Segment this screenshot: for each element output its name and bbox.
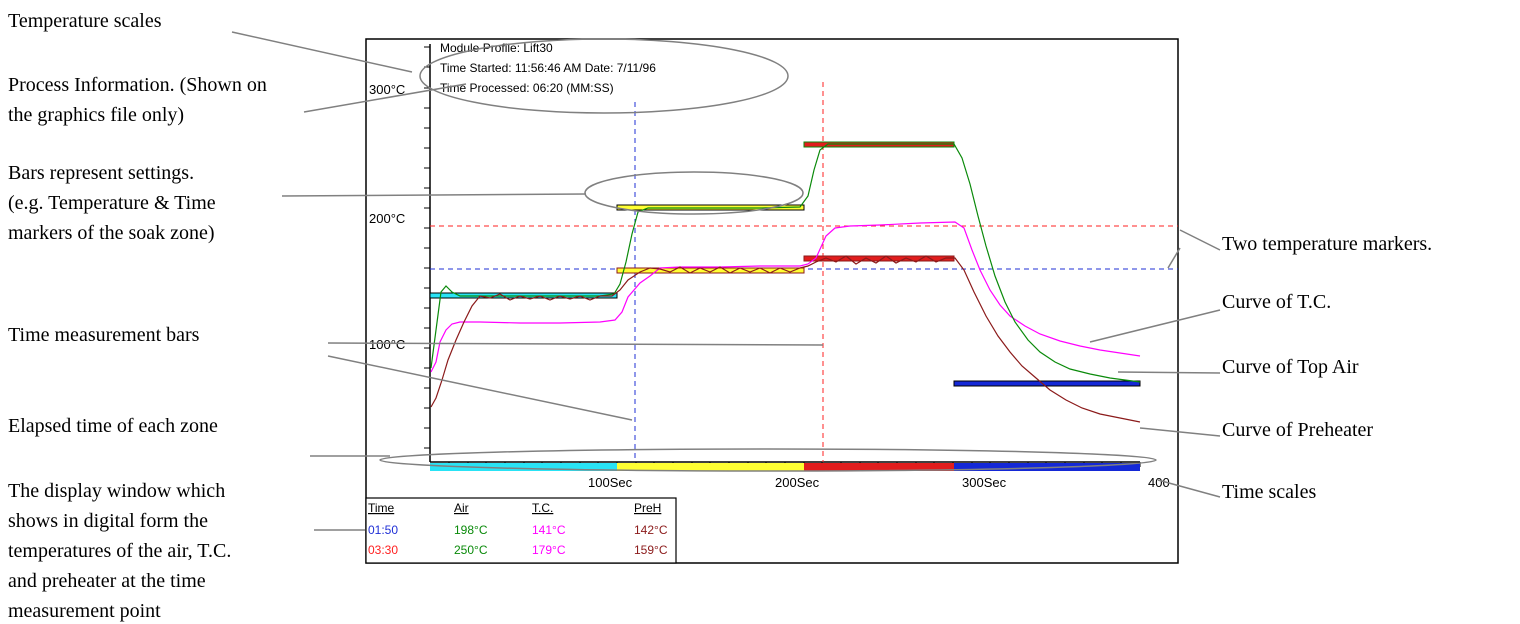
process-info-line1: Module Profile: Lift30 [440, 41, 553, 55]
annotation-display-window-line2: shows in digital form the [8, 510, 208, 532]
process-info-line3: Time Processed: 06:20 (MM:SS) [440, 81, 614, 95]
readout-row1-air: 198°C [454, 523, 488, 537]
annotation-two-temp-markers: Two temperature markers. [1222, 233, 1432, 255]
curve-preheater [430, 255, 1141, 423]
process-info-line2: Time Started: 11:56:46 AM Date: 7/11/96 [440, 61, 656, 75]
setting-bar-zone2-lower [616, 267, 805, 274]
y-axis-ticks [424, 46, 430, 449]
readout-frame [365, 497, 677, 564]
readout-row1-preh: 142°C [634, 523, 668, 537]
ellipse-process-info [419, 38, 789, 114]
x-tick-label-200: 200Sec [775, 475, 820, 490]
ellipse-setting-bars [584, 171, 804, 215]
leader-lines [231, 31, 1221, 531]
zone-bar-reflow [804, 463, 954, 471]
annotation-display-window-line5: measurement point [8, 600, 161, 622]
zone-bar-preheat [430, 463, 617, 471]
annotation-process-info-line1: Process Information. (Shown on [8, 74, 267, 96]
readout-header-preh: PreH [634, 501, 661, 515]
readout-header-air: Air [454, 501, 469, 515]
annotation-temperature-scales: Temperature scales [8, 10, 162, 32]
readout-row2-tc: 179°C [532, 543, 566, 557]
annotation-bars-line3: markers of the soak zone) [8, 222, 215, 244]
x-tick-label-300: 300Sec [962, 475, 1007, 490]
annotation-elapsed-time: Elapsed time of each zone [8, 415, 218, 437]
annotation-display-window-line3: temperatures of the air, T.C. [8, 540, 231, 562]
ellipse-elapsed-time [379, 448, 1157, 472]
annotation-display-window-line4: and preheater at the time [8, 570, 206, 592]
readout-row1-tc: 141°C [532, 523, 566, 537]
x-tick-label-400: 400 [1148, 475, 1170, 490]
x-tick-label-100: 100Sec [588, 475, 633, 490]
zone-bar-soak [617, 463, 804, 471]
annotation-curve-tc: Curve of T.C. [1222, 291, 1331, 313]
annotation-time-scales: Time scales [1222, 481, 1316, 503]
y-tick-label-100: 100°C [369, 337, 405, 352]
readout-row2-time: 03:30 [368, 543, 398, 557]
y-tick-label-200: 200°C [369, 211, 405, 226]
readout-window: Time Air T.C. PreH 01:50 198°C 141°C 142… [365, 497, 677, 564]
chart-frame [365, 38, 1179, 564]
readout-row2-air: 250°C [454, 543, 488, 557]
setting-bar-zone4 [953, 380, 1141, 387]
curve-tc [430, 221, 1141, 373]
annotation-bars-line1: Bars represent settings. [8, 162, 194, 184]
readout-header-tc: T.C. [532, 501, 553, 515]
annotation-curve-preheater: Curve of Preheater [1222, 419, 1373, 441]
annotation-curve-top-air: Curve of Top Air [1222, 356, 1359, 378]
readout-row1-time: 01:50 [368, 523, 398, 537]
curve-top-air [430, 143, 1141, 383]
annotation-time-measurement-bars: Time measurement bars [8, 324, 200, 346]
readout-row2-preh: 159°C [634, 543, 668, 557]
readout-header-time: Time [368, 501, 395, 515]
y-tick-label-300: 300°C [369, 82, 405, 97]
annotation-process-info-line2: the graphics file only) [8, 104, 184, 126]
annotation-bars-line2: (e.g. Temperature & Time [8, 192, 216, 214]
annotation-display-window-line1: The display window which [8, 480, 225, 502]
